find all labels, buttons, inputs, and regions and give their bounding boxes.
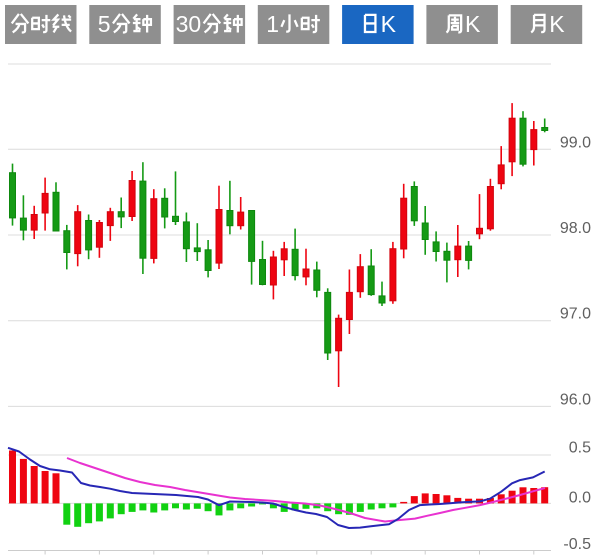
svg-text:K: K bbox=[381, 11, 397, 37]
svg-text:0.5: 0.5 bbox=[569, 440, 591, 457]
svg-text:97.0: 97.0 bbox=[560, 306, 591, 323]
svg-text:5: 5 bbox=[98, 11, 111, 37]
svg-text:K: K bbox=[465, 11, 481, 37]
svg-text:1: 1 bbox=[266, 11, 279, 37]
svg-text:98.0: 98.0 bbox=[560, 220, 591, 237]
svg-text:30: 30 bbox=[176, 11, 202, 37]
svg-text:-0.5: -0.5 bbox=[563, 536, 591, 553]
svg-text:0.0: 0.0 bbox=[569, 489, 591, 506]
svg-text:96.0: 96.0 bbox=[560, 391, 591, 408]
svg-text:99.0: 99.0 bbox=[560, 134, 591, 151]
svg-text:K: K bbox=[549, 11, 565, 37]
